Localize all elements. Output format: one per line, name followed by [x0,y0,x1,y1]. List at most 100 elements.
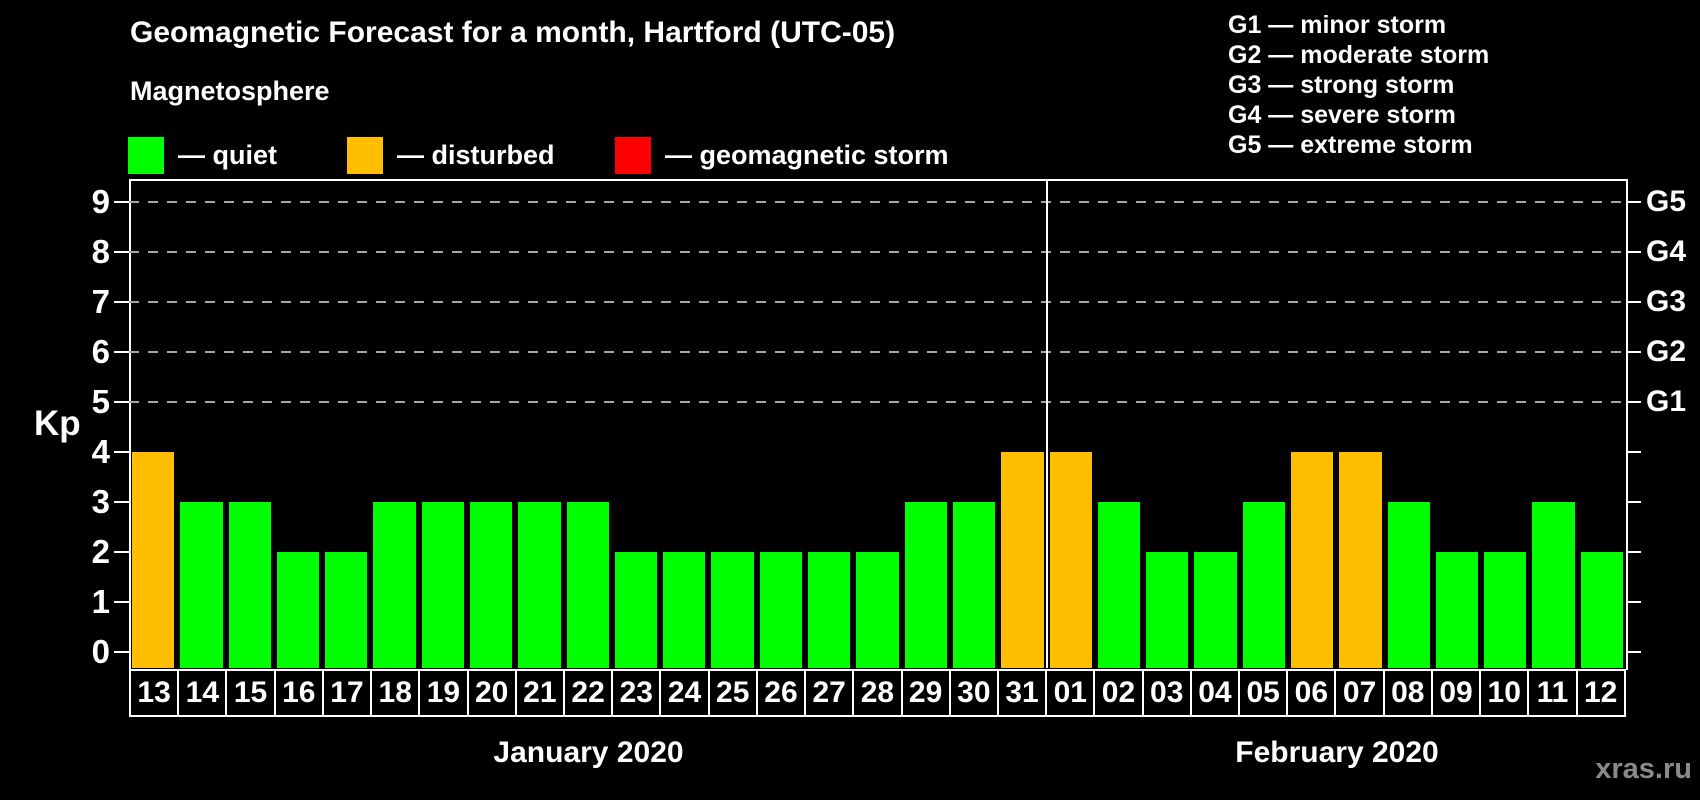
y-axis-tick-left-8 [114,251,129,253]
day-label-25: 25 [707,669,758,717]
y-axis-tick-left-3 [114,501,129,503]
day-label-16: 16 [273,669,324,717]
bar-day-17 [325,552,368,668]
bar-day-05 [1242,502,1285,668]
gridline-kp-8 [129,251,1626,253]
bar-day-22 [566,502,609,668]
bar-day-19 [421,502,465,668]
y-axis-label-6: 6 [91,333,110,370]
day-label-22: 22 [562,669,614,717]
y-axis-label-8: 8 [91,233,110,270]
y-axis-title: Kp [34,404,81,443]
bar-day-04 [1194,552,1237,668]
day-label-10: 10 [1479,669,1530,717]
bar-day-02 [1097,502,1141,668]
x-axis-day-labels: 13 14 15 16 17 18 19 20 21 22 23 24 25 26 27 28 29 30 31 01… [129,669,1626,717]
bar-day-18 [373,502,416,668]
legend-item-geomagnetic-storm: — geomagnetic storm [615,136,949,174]
bar-day-24 [663,552,706,668]
day-label-13: 13 [129,669,180,717]
y-axis-tick-right-1 [1626,601,1641,603]
day-label-12: 12 [1575,669,1626,717]
day-label-04: 04 [1189,669,1241,717]
bar-day-07 [1339,452,1382,668]
day-label-29: 29 [900,669,951,717]
storm-scale-legend: G1 — minor storm G2 — moderate storm G3 … [1228,10,1489,160]
day-label-20: 20 [466,669,517,717]
bar-day-01 [1049,452,1092,668]
y-axis-tick-left-2 [114,551,129,553]
watermark: xras.ru [1595,753,1692,785]
gridline-kp-9 [129,201,1626,203]
day-label-02: 02 [1093,669,1144,717]
month-label-february: February 2020 [1235,736,1439,769]
bar-day-25 [711,552,754,668]
y-axis-tick-right-3 [1626,501,1641,503]
bar-day-11 [1532,502,1575,668]
storm-scale-g1: G1 — minor storm [1228,11,1447,39]
day-label-14: 14 [177,669,228,717]
day-label-27: 27 [804,669,855,717]
day-label-26: 26 [755,669,807,717]
y-axis-label-3: 3 [91,483,110,520]
day-label-24: 24 [659,669,710,717]
day-label-18: 18 [370,669,421,717]
bar-day-03 [1146,552,1189,668]
y-axis-tick-right-7 [1626,301,1641,303]
bar-day-27 [808,552,851,668]
bar-day-21 [518,502,561,668]
magnetosphere-label: Magnetosphere [130,76,330,106]
bar-day-28 [856,552,899,668]
y-axis-tick-right-2 [1626,551,1641,553]
storm-scale-g3: G3 — strong storm [1228,71,1455,99]
y-axis-label-7: 7 [91,283,110,320]
y-axis-label-5: 5 [91,383,110,420]
day-label-06: 06 [1286,669,1337,717]
legend-item-disturbed: — disturbed [347,136,555,174]
day-label-17: 17 [321,669,373,717]
bar-day-12 [1580,552,1623,668]
y-axis-label-1: 1 [91,583,110,620]
y-axis-tick-left-1 [114,601,129,603]
bar-day-20 [470,502,513,668]
bar-day-31 [1001,452,1044,668]
y-axis-label-9: 9 [91,183,110,220]
day-label-21: 21 [514,669,565,717]
y-axis-tick-left-5 [114,401,129,403]
day-label-28: 28 [852,669,903,717]
bar-day-06 [1290,452,1334,668]
bar-day-23 [614,552,658,668]
plot-area [129,181,1626,668]
y-axis-tick-left-4 [114,451,129,453]
gridline-kp-6 [129,351,1626,353]
bar-day-26 [759,552,803,668]
day-label-08: 08 [1382,669,1433,717]
legend-label-quiet: — quiet [178,139,277,170]
right-axis-label-g2: G2 [1646,335,1687,368]
bar-day-30 [952,502,996,668]
storm-scale-g4: G4 — severe storm [1228,101,1456,129]
bar-day-29 [904,502,947,668]
right-axis-label-g1: G1 [1646,385,1687,418]
right-axis-label-g5: G5 [1646,185,1687,218]
day-label-07: 07 [1334,669,1385,717]
y-axis-label-2: 2 [91,533,110,570]
quiet-color-swatch [128,136,164,174]
day-label-09: 09 [1430,669,1482,717]
bar-day-10 [1484,552,1527,668]
y-axis-label-0: 0 [91,633,110,670]
day-label-23: 23 [611,669,662,717]
y-axis-label-4: 4 [91,433,110,470]
legend-label-disturbed: — disturbed [397,139,555,170]
right-axis-label-g4: G4 [1646,235,1687,268]
bar-day-13 [132,452,175,668]
day-label-11: 11 [1527,669,1578,717]
bar-day-09 [1435,552,1479,668]
y-axis-tick-left-6 [114,351,129,353]
y-axis-tick-right-4 [1626,451,1641,453]
day-label-01: 01 [1045,669,1096,717]
geomagnetic-storm-color-swatch [615,136,651,174]
y-axis-tick-left-9 [114,201,129,203]
disturbed-color-swatch [347,136,383,174]
